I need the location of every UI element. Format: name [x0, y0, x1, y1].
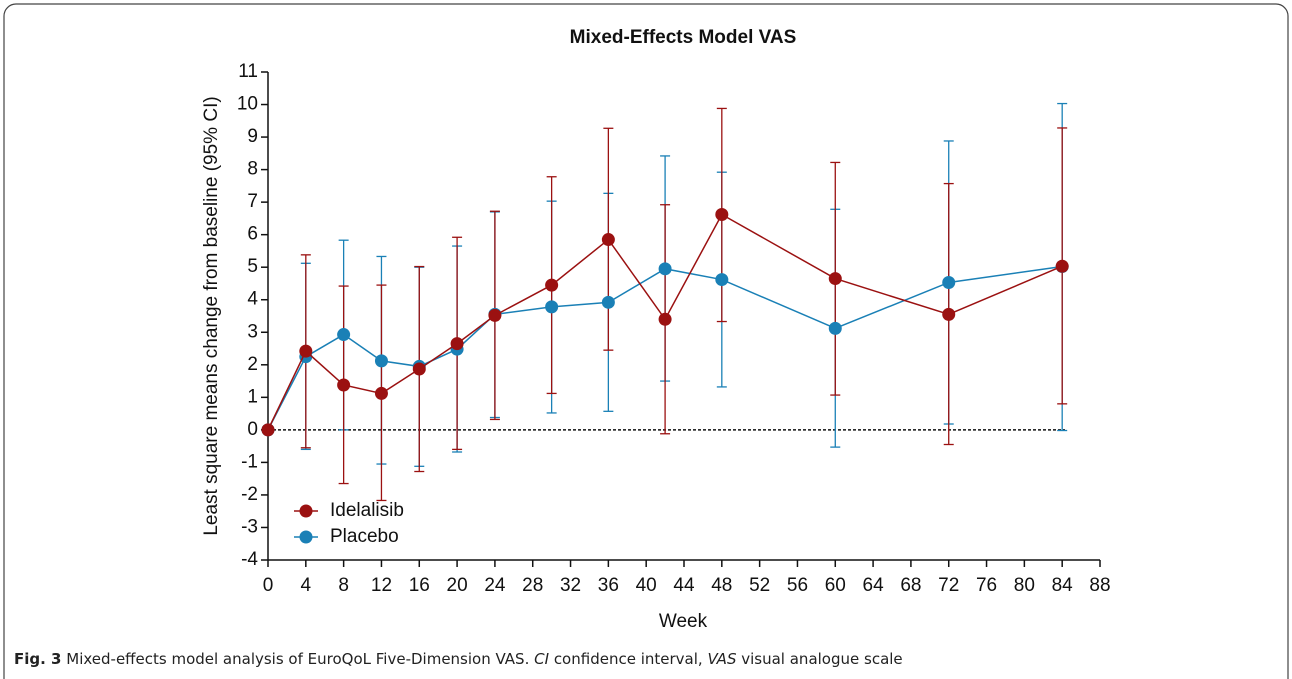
x-tick-label: 24 — [484, 575, 506, 596]
data-point — [261, 423, 275, 437]
caption-text: Mixed-effects model analysis of EuroQoL … — [66, 650, 530, 668]
x-tick-label: 48 — [711, 575, 732, 596]
legend-marker — [299, 530, 313, 544]
x-tick-label: 56 — [787, 575, 808, 596]
y-tick-label: -2 — [241, 484, 258, 505]
legend-marker — [299, 504, 313, 518]
x-axis-label: Week — [659, 611, 708, 632]
y-tick-label: 3 — [247, 321, 258, 342]
x-tick-label: 40 — [636, 575, 657, 596]
caption-label: Fig. 3 — [14, 650, 62, 668]
x-tick-label: 68 — [900, 575, 921, 596]
data-point — [545, 300, 559, 314]
data-point — [942, 307, 956, 321]
y-tick-label: 11 — [238, 61, 258, 82]
data-point — [715, 207, 729, 221]
data-point — [412, 362, 426, 376]
caption-term: CI — [534, 650, 550, 668]
y-tick-label: 8 — [247, 159, 258, 180]
x-tick-label: 84 — [1052, 575, 1074, 596]
series-line — [267, 265, 1063, 431]
data-point — [658, 312, 672, 326]
y-tick-label: 1 — [247, 386, 258, 407]
x-tick-label: 8 — [338, 575, 349, 596]
x-tick-label: 60 — [825, 575, 846, 596]
y-axis-label: Least square means change from baseline … — [201, 96, 222, 535]
x-tick-label: 16 — [409, 575, 430, 596]
data-point — [545, 278, 559, 292]
x-tick-label: 20 — [447, 575, 468, 596]
x-tick-label: 76 — [976, 575, 997, 596]
x-tick-label: 32 — [560, 575, 581, 596]
caption-def: confidence interval, — [553, 650, 703, 668]
data-point — [488, 308, 502, 322]
y-tick-label: 6 — [247, 224, 258, 245]
data-point — [942, 275, 956, 289]
data-point — [450, 337, 464, 351]
y-tick-label: -3 — [241, 516, 258, 537]
data-point — [828, 272, 842, 286]
y-tick-label: -4 — [241, 549, 258, 570]
caption-term: VAS — [707, 650, 737, 668]
data-point — [1055, 259, 1069, 273]
x-tick-label: 52 — [749, 575, 770, 596]
x-tick-label: 44 — [673, 575, 695, 596]
data-point — [658, 262, 672, 276]
x-tick-label: 64 — [863, 575, 885, 596]
y-tick-label: -1 — [241, 451, 258, 472]
legend-label: Placebo — [330, 526, 399, 547]
data-point — [337, 378, 351, 392]
y-tick-label: 2 — [247, 354, 258, 375]
figure-frame — [3, 3, 1289, 679]
y-tick-label: 10 — [237, 94, 258, 115]
x-tick-label: 4 — [301, 575, 312, 596]
caption-def: visual analogue scale — [741, 650, 903, 668]
x-tick-label: 0 — [263, 575, 274, 596]
legend-label: Idelalisib — [330, 500, 404, 521]
x-tick-label: 80 — [1014, 575, 1035, 596]
data-point — [337, 328, 351, 342]
data-point — [374, 386, 388, 400]
y-tick-label: 5 — [247, 256, 258, 277]
x-tick-label: 88 — [1089, 575, 1110, 596]
data-point — [299, 344, 313, 358]
data-point — [828, 321, 842, 335]
x-tick-label: 72 — [938, 575, 959, 596]
data-point — [601, 233, 615, 247]
caption: Fig. 3 Mixed-effects model analysis of E… — [14, 650, 903, 668]
data-point — [374, 354, 388, 368]
x-tick-label: 12 — [371, 575, 392, 596]
x-tick-label: 36 — [598, 575, 619, 596]
y-tick-label: 4 — [247, 289, 258, 310]
data-point — [601, 295, 615, 309]
data-point — [715, 273, 729, 287]
y-tick-label: 0 — [247, 419, 258, 440]
y-tick-label: 9 — [247, 126, 258, 147]
chart-title: Mixed-Effects Model VAS — [570, 27, 797, 48]
x-tick-label: 28 — [522, 575, 543, 596]
y-tick-label: 7 — [247, 191, 258, 212]
